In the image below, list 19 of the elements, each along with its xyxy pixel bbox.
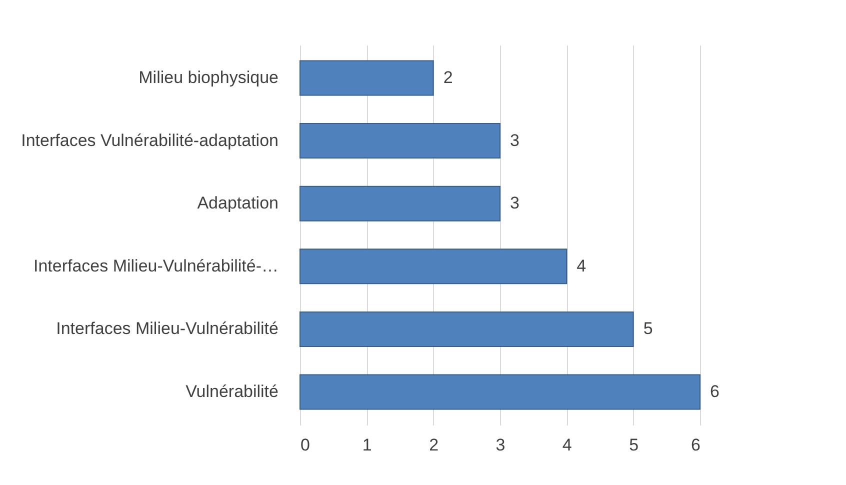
y-tick-label: Vulnérabilité [186, 382, 278, 402]
data-label: 4 [576, 256, 586, 276]
x-tick-label: 5 [629, 436, 639, 454]
y-tick-label: Interfaces Milieu-Vulnérabilité-… [33, 256, 278, 276]
y-tick-label: Interfaces Milieu-Vulnérabilité [56, 319, 278, 338]
x-tick-label: 3 [496, 436, 506, 454]
x-tick-label: 0 [300, 436, 310, 454]
x-tick-label: 1 [362, 436, 372, 454]
data-label: 2 [443, 68, 453, 87]
data-label: 6 [710, 382, 720, 402]
data-label: 5 [643, 319, 653, 338]
y-tick-label: Milieu biophysique [138, 68, 278, 87]
y-tick-label: Adaptation [197, 194, 278, 213]
data-label: 3 [510, 194, 520, 213]
x-tick-label: 2 [429, 436, 439, 454]
data-label: 3 [510, 130, 520, 150]
y-tick-label: Interfaces Vulnérabilité-adaptation [21, 130, 278, 150]
x-tick-label: 4 [562, 436, 572, 454]
x-tick-label: 6 [691, 436, 700, 454]
